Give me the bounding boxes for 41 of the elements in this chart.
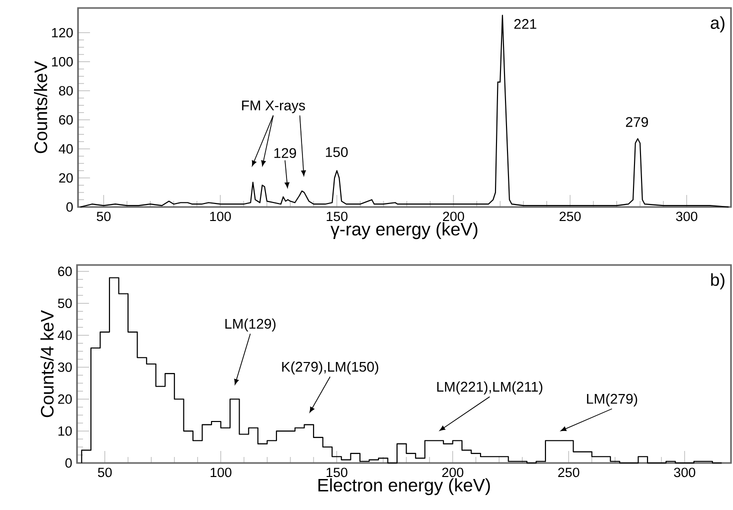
- x-tick-label: 100: [210, 212, 231, 222]
- y-tick-label: 0: [65, 458, 72, 468]
- x-tick-label: 150: [326, 212, 348, 222]
- x-tick-label: 150: [326, 468, 348, 478]
- y-tick-label: 100: [52, 57, 73, 66]
- annotation: LM(129): [225, 318, 276, 332]
- x-axis-title: Electron energy (keV): [318, 478, 490, 496]
- y-axis-title: Counts/4 keV: [40, 310, 54, 418]
- y-axis-title: Counts/keV: [34, 61, 48, 154]
- y-tick-label: 120: [52, 28, 73, 38]
- x-tick-label: 250: [558, 468, 580, 478]
- y-tick-label: 40: [58, 144, 73, 154]
- annotation: 279: [626, 117, 648, 127]
- x-tick-label: 200: [443, 212, 464, 222]
- x-tick-label: 50: [98, 468, 112, 478]
- annotation: LM(279): [587, 394, 638, 407]
- x-tick-label: 50: [96, 212, 111, 222]
- annotation: K(279),LM(150): [282, 361, 378, 374]
- y-tick-label: 80: [59, 86, 73, 96]
- y-tick-label: 50: [58, 298, 72, 308]
- x-tick-label: 200: [442, 468, 464, 478]
- annotation: FM X-rays: [242, 100, 305, 114]
- x-tick-label: 300: [676, 212, 698, 222]
- y-tick-label: 40: [58, 330, 72, 340]
- y-tick-label: 20: [58, 394, 72, 404]
- y-tick-label: 30: [58, 362, 72, 372]
- annotation: 221: [514, 19, 536, 29]
- annotation: 129: [274, 148, 296, 158]
- annotation: 150: [326, 147, 348, 158]
- annotation: LM(221),LM(211): [437, 381, 542, 394]
- y-tick-label: 0: [66, 202, 73, 212]
- annotation: a): [710, 16, 724, 32]
- x-tick-label: 100: [210, 468, 232, 478]
- annotation: b): [711, 273, 724, 290]
- y-tick-label: 10: [58, 426, 72, 436]
- x-tick-label: 250: [560, 212, 581, 222]
- x-tick-label: 300: [674, 468, 696, 478]
- y-tick-label: 60: [58, 266, 72, 276]
- y-tick-label: 20: [59, 173, 73, 183]
- x-axis-title: γ-ray energy (keV): [330, 222, 478, 240]
- y-tick-label: 60: [59, 115, 73, 125]
